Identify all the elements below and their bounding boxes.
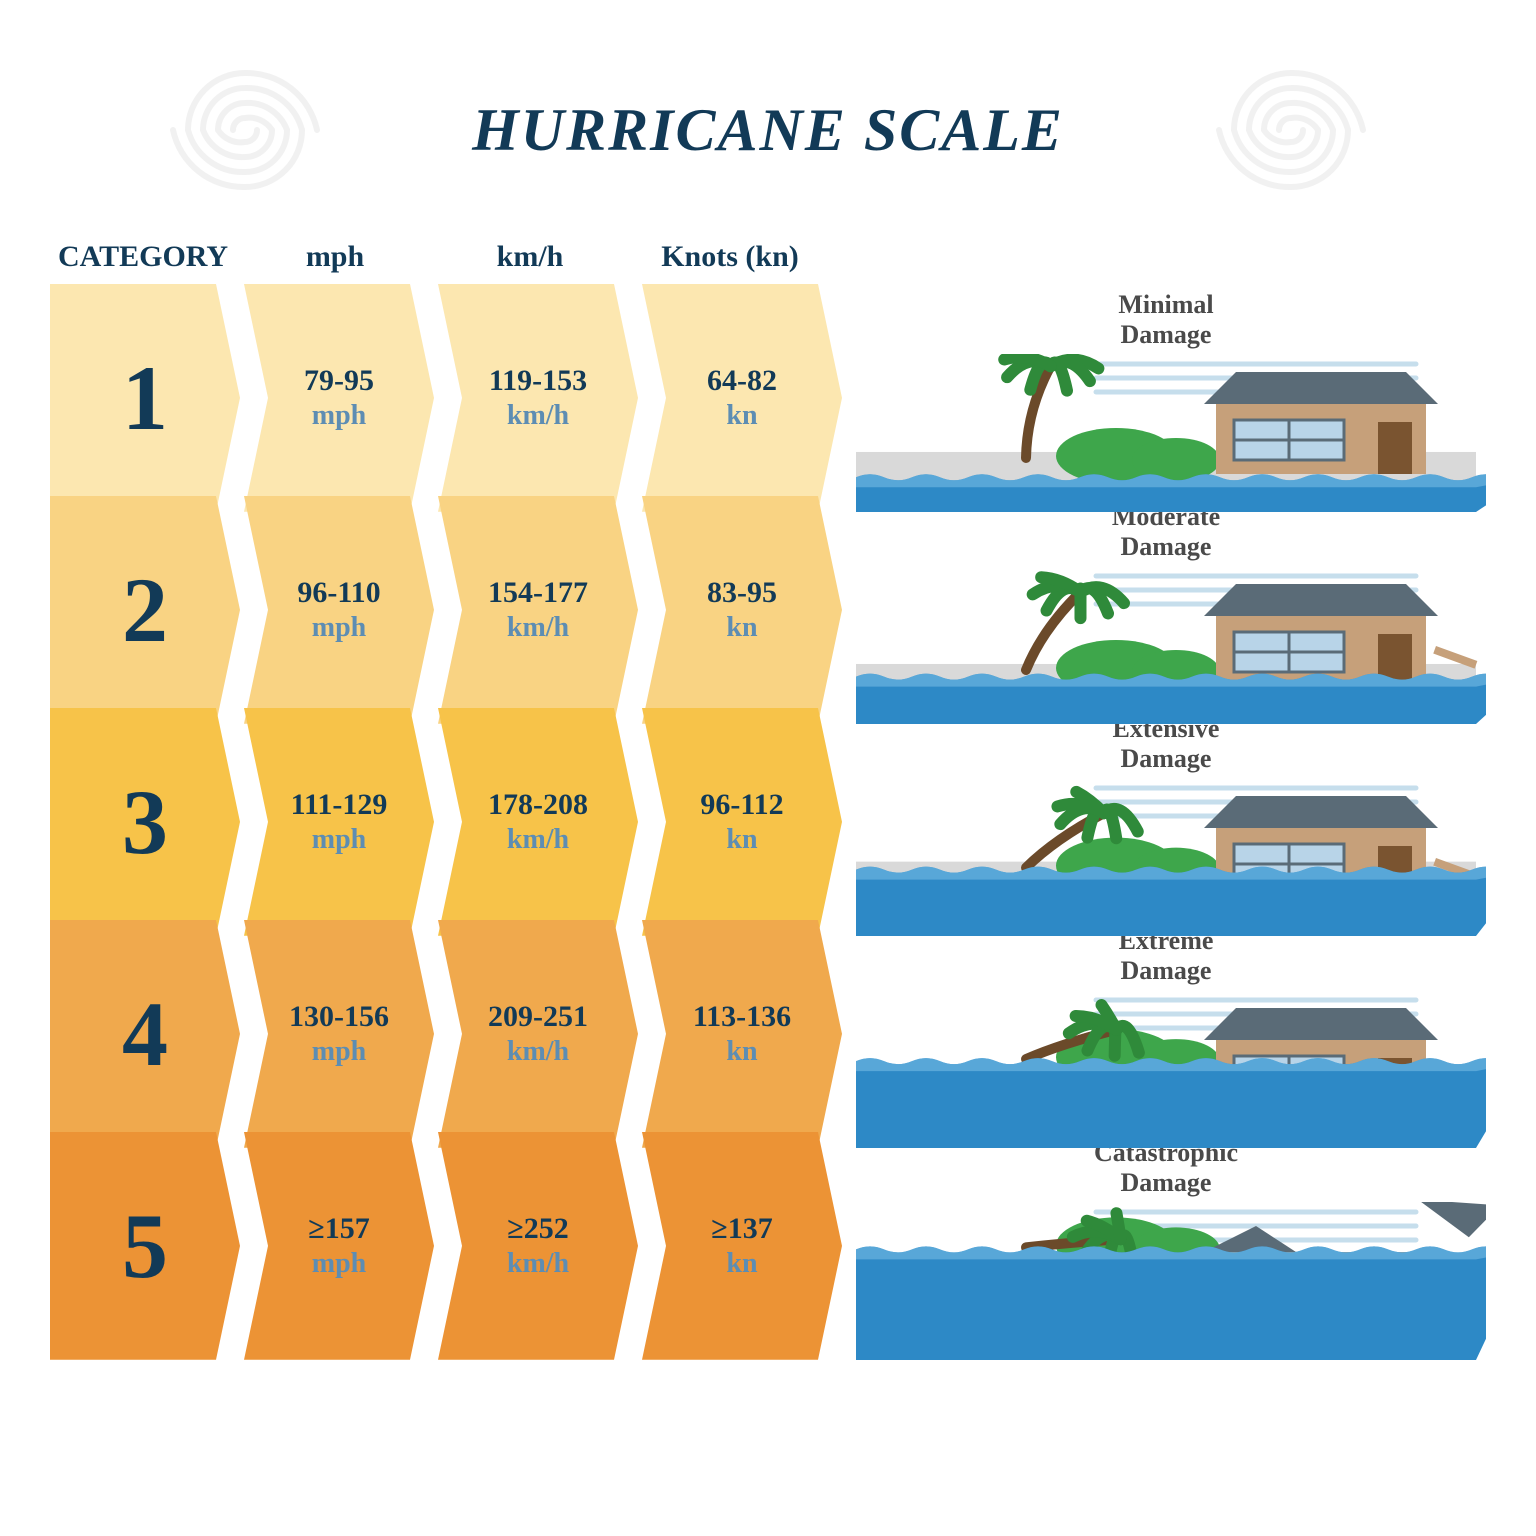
kn-cell: 64-82kn [642,284,842,512]
mph-value: ≥157 [308,1212,369,1246]
col-mph: mph [240,240,430,274]
kmh-cell: 154-177km/h [438,496,638,724]
kn-unit: kn [726,1248,757,1280]
kn-unit: kn [726,1036,757,1068]
category-number: 4 [122,981,168,1087]
mph-value: 111-129 [291,788,388,822]
damage-illustration [846,354,1486,512]
page-title: HURRICANE SCALE [472,96,1064,165]
category-number: 1 [122,345,168,451]
mph-value: 79-95 [304,364,374,398]
category-number: 3 [122,769,168,875]
kmh-unit: km/h [507,400,569,432]
kn-unit: kn [726,824,757,856]
kmh-unit: km/h [507,824,569,856]
kmh-value: 178-208 [488,788,588,822]
damage-illustration [846,778,1486,936]
mph-unit: mph [312,400,366,432]
damage-illustration [846,990,1486,1148]
kn-value: ≥137 [711,1212,772,1246]
kmh-value: ≥252 [507,1212,568,1246]
mph-cell: 96-110mph [244,496,434,724]
damage-cell: ExtensiveDamage [846,708,1486,936]
kn-cell: 83-95kn [642,496,842,724]
col-knots: Knots (kn) [630,240,830,274]
col-kmh: km/h [430,240,630,274]
kmh-value: 154-177 [488,576,588,610]
damage-cell: ModerateDamage [846,496,1486,724]
kmh-cell: 209-251km/h [438,920,638,1148]
mph-unit: mph [312,1248,366,1280]
mph-unit: mph [312,824,366,856]
category-number-cell: 3 [50,708,240,936]
mph-cell: 130-156mph [244,920,434,1148]
col-category: CATEGORY [50,240,240,274]
kmh-cell: 178-208km/h [438,708,638,936]
kmh-value: 209-251 [488,1000,588,1034]
kn-cell: 113-136kn [642,920,842,1148]
category-number: 2 [122,557,168,663]
category-number-cell: 2 [50,496,240,724]
column-headers: CATEGORY mph km/h Knots (kn) [50,240,1486,274]
category-row: 5≥157mph≥252km/h≥137knCatastrophicDamage [50,1132,1486,1338]
kn-value: 83-95 [707,576,777,610]
category-row: 4130-156mph209-251km/h113-136knExtremeDa… [50,920,1486,1126]
header: HURRICANE SCALE [50,60,1486,200]
damage-cell: ExtremeDamage [846,920,1486,1148]
category-row: 296-110mph154-177km/h83-95knModerateDama… [50,496,1486,702]
category-number-cell: 1 [50,284,240,512]
category-number-cell: 5 [50,1132,240,1360]
mph-cell: 111-129mph [244,708,434,936]
mph-unit: mph [312,612,366,644]
hurricane-swirl-icon [170,55,320,205]
kn-value: 64-82 [707,364,777,398]
category-row: 1 79-95mph 119-153km/h 64-82kn MinimalDamage [50,284,1486,490]
mph-value: 96-110 [297,576,380,610]
mph-value: 130-156 [289,1000,389,1034]
kn-cell: ≥137kn [642,1132,842,1360]
scale-rows: 179-95mph119-153km/h64-82knMinimalDamage… [50,284,1486,1338]
category-number: 5 [122,1193,168,1299]
kn-cell: 96-112kn [642,708,842,936]
kn-unit: kn [726,400,757,432]
kmh-unit: km/h [507,1036,569,1068]
category-number-cell: 4 [50,920,240,1148]
kn-value: 96-112 [700,788,783,822]
kmh-unit: km/h [507,1248,569,1280]
damage-label: MinimalDamage [1118,290,1213,350]
category-row: 3111-129mph178-208km/h96-112knExtensiveD… [50,708,1486,914]
kmh-cell: 119-153km/h [438,284,638,512]
kn-value: 113-136 [693,1000,791,1034]
kmh-cell: ≥252km/h [438,1132,638,1360]
mph-cell: ≥157mph [244,1132,434,1360]
damage-cell: CatastrophicDamage [846,1132,1486,1360]
kn-unit: kn [726,612,757,644]
mph-cell: 79-95mph [244,284,434,512]
kmh-unit: km/h [507,612,569,644]
mph-unit: mph [312,1036,366,1068]
damage-illustration [846,1202,1486,1360]
hurricane-swirl-icon [1216,55,1366,205]
damage-cell: MinimalDamage [846,284,1486,512]
kmh-value: 119-153 [489,364,587,398]
damage-illustration [846,566,1486,724]
